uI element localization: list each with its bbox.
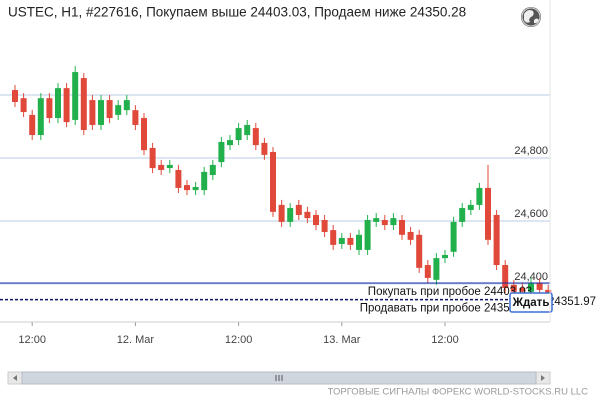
x-tick-label: 12:00 — [225, 334, 253, 346]
level-label: Покупать при пробое 24403.03 — [368, 286, 532, 298]
candle-body — [209, 164, 216, 176]
candle-body — [321, 220, 328, 232]
status-label: Ждать — [512, 297, 550, 309]
x-tick-label: 12:00 — [431, 334, 459, 346]
candle-body — [261, 142, 268, 155]
candle-body — [450, 221, 457, 252]
candle-body — [356, 234, 362, 250]
candle-body — [201, 171, 208, 191]
candle-body — [115, 105, 122, 115]
candle-body — [287, 208, 294, 222]
status-box — [509, 292, 553, 313]
candle-body — [20, 98, 27, 113]
level-label: Продавать при пробое 24350.28 — [360, 303, 532, 315]
candle-body — [295, 204, 302, 215]
candles — [12, 66, 552, 306]
candle-body — [347, 237, 354, 245]
candle-body — [252, 128, 259, 146]
candle-body — [433, 258, 440, 280]
overlay: Покупать при пробое 24403.03 Продавать пр… — [0, 282, 596, 315]
candle-body — [528, 282, 534, 292]
candle-body — [381, 220, 388, 226]
candle-body — [158, 164, 165, 170]
y-tick-label: 24,600 — [514, 208, 548, 220]
x-tick-label: 12. Mar — [117, 334, 155, 346]
candle-body — [407, 231, 414, 240]
candle-body — [244, 124, 251, 136]
candle-body — [55, 88, 61, 119]
candle-body — [502, 265, 509, 289]
candle-body — [510, 284, 517, 292]
candle-body — [218, 141, 225, 163]
candle-body — [235, 128, 242, 141]
candle-body — [459, 208, 466, 222]
candle-body — [338, 237, 345, 244]
candle-body — [106, 100, 113, 119]
last-price-label: 24351.97 — [548, 296, 596, 308]
candle-body — [80, 78, 87, 130]
x-tick-label: 13. Mar — [323, 334, 361, 346]
candle-body — [192, 186, 199, 191]
candle-body — [98, 100, 104, 125]
candle-body — [330, 230, 337, 245]
candle-body — [89, 100, 96, 125]
candle-body — [424, 265, 431, 278]
chart-title: USTEC, H1, #227616, Покупаем выше 24403.… — [8, 5, 466, 20]
candle-body — [399, 220, 405, 235]
candle-body — [519, 288, 526, 292]
candle-body — [364, 220, 371, 250]
candle-body — [442, 254, 448, 259]
candle-body — [37, 98, 44, 136]
candle-body — [123, 100, 130, 111]
candle-body — [536, 282, 543, 290]
candle-body — [278, 204, 285, 222]
candle-body — [141, 118, 147, 151]
candle-body — [46, 98, 53, 119]
candle-body — [227, 140, 233, 146]
candle-body — [313, 214, 319, 226]
candle-body — [63, 88, 70, 123]
x-tick-label: 12:00 — [18, 334, 46, 346]
footer: ТОРГОВЫЕ СИГНАЛЫ ФОРЕКС WORLD-STOCKS.RU … — [328, 387, 589, 398]
candle-body — [390, 218, 397, 226]
candle-body — [149, 147, 156, 169]
candle-body — [373, 218, 380, 222]
candle-body — [29, 114, 36, 136]
candle-body — [175, 169, 182, 188]
candle-body — [476, 187, 483, 205]
y-tick-label: 24,800 — [514, 145, 548, 157]
candle-body — [485, 187, 491, 240]
candle-body — [12, 90, 18, 102]
scrollbar[interactable] — [7, 371, 551, 385]
candle-body — [184, 185, 190, 191]
candle-body — [72, 72, 79, 120]
candle-body — [416, 234, 423, 268]
candle-body — [493, 214, 500, 266]
candle-body — [270, 152, 276, 212]
candle-body — [132, 110, 139, 125]
candle-body — [467, 204, 474, 210]
globe-icon[interactable] — [521, 7, 541, 27]
candle-body — [304, 211, 311, 219]
candle-body — [166, 164, 173, 169]
